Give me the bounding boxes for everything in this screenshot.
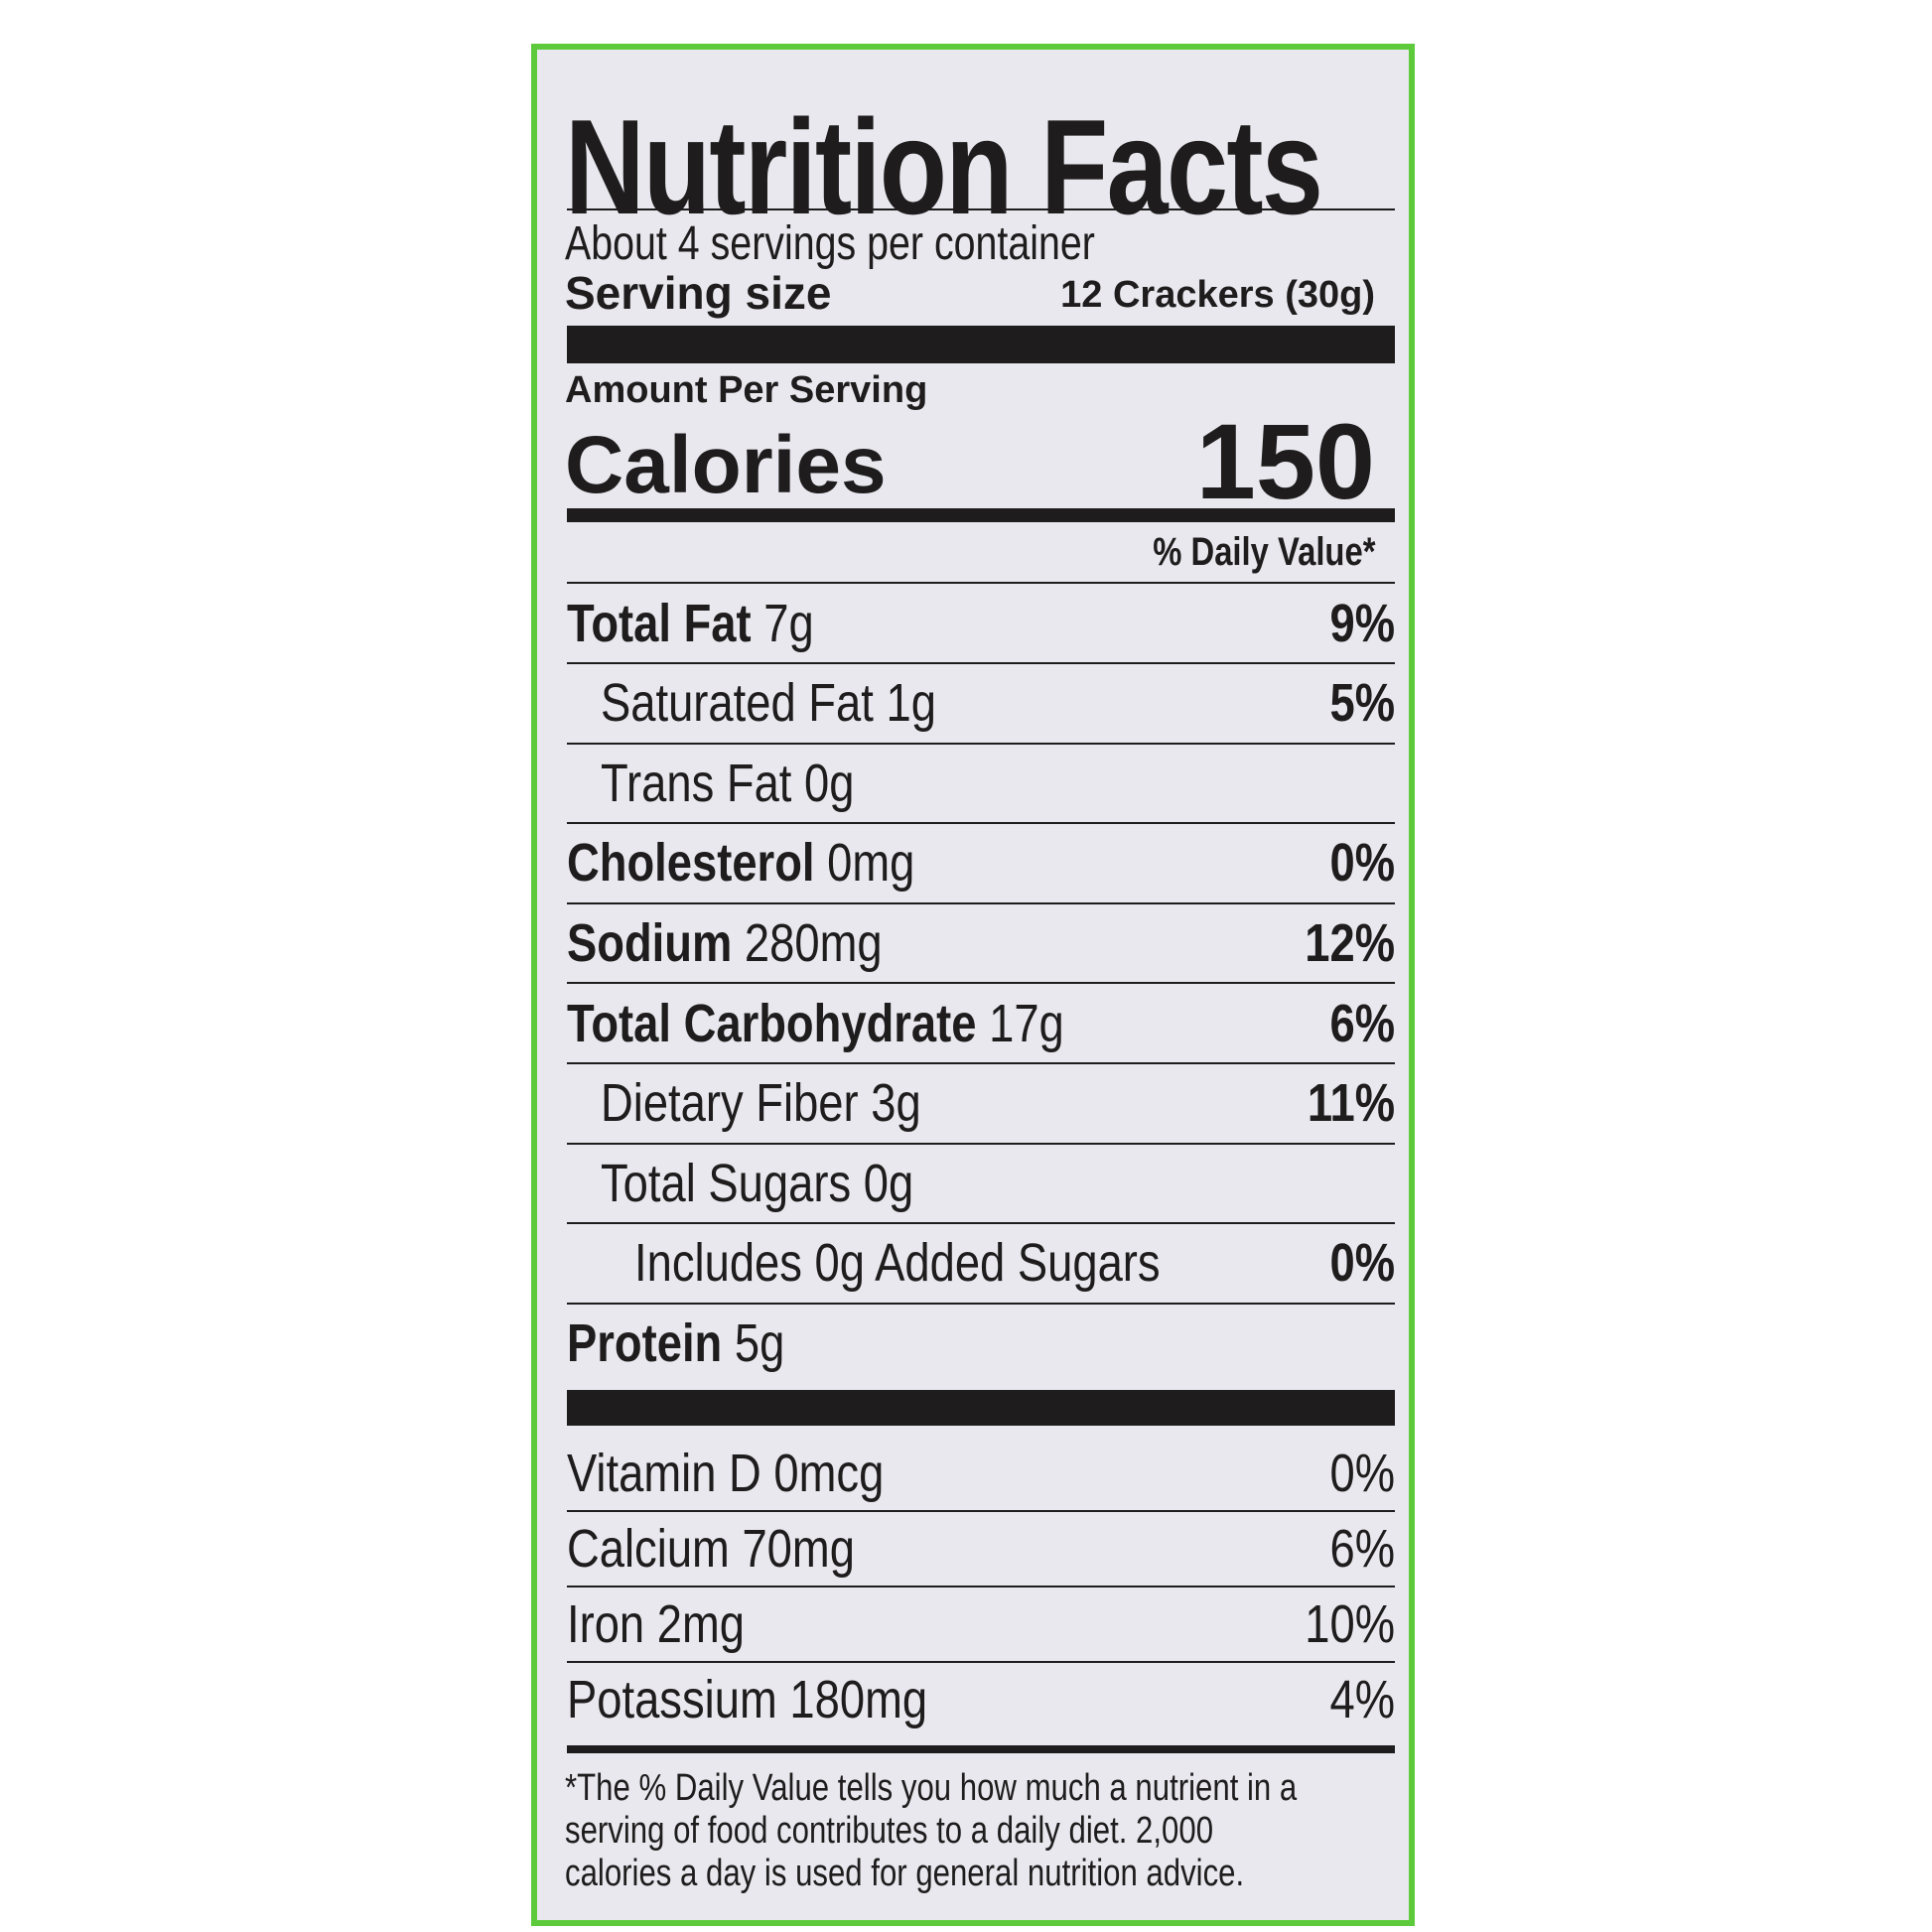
amount-per-serving: Amount Per Serving bbox=[565, 369, 928, 411]
nutrient-row: Total Sugars 0g bbox=[567, 1144, 1395, 1222]
nutrient-amount: 1g bbox=[886, 673, 936, 734]
nutrient-name: Potassium bbox=[567, 1669, 777, 1729]
nutrient-text: Total Carbohydrate 17g bbox=[567, 993, 1064, 1054]
nutrient-row: Trans Fat 0g bbox=[567, 744, 1395, 822]
nutrient-text: Vitamin D 0mcg bbox=[567, 1443, 884, 1504]
nutrient-row: Total Fat 7g 9% bbox=[567, 584, 1395, 662]
calories-value: 150 bbox=[1195, 401, 1375, 521]
servings: About 4 servings per container bbox=[565, 217, 1095, 270]
nutrient-text: Total Fat 7g bbox=[567, 593, 814, 654]
nutrient-row: Protein 5g bbox=[567, 1304, 1395, 1382]
nutrition-label: Nutrition Facts About 4 servings per con… bbox=[531, 44, 1415, 1926]
nutrient-name: Dietary Fiber bbox=[601, 1073, 859, 1134]
nutrient-amount: 17g bbox=[989, 993, 1064, 1053]
daily-value: 6% bbox=[1329, 1518, 1395, 1579]
nutrient-text: Potassium 180mg bbox=[567, 1669, 927, 1730]
nutrient-name: Trans Fat bbox=[601, 753, 792, 813]
nutrient-row: Calcium 70mg 6% bbox=[567, 1511, 1395, 1586]
nutrient-text: Includes 0g Added Sugars bbox=[634, 1232, 1161, 1294]
nutrient-text: Saturated Fat 1g bbox=[601, 672, 936, 734]
nutrient-amount: 0g bbox=[804, 753, 855, 813]
nutrient-amount: 2mg bbox=[656, 1593, 746, 1654]
rule bbox=[567, 1302, 1395, 1305]
nutrient-row: Cholesterol 0mg 0% bbox=[567, 824, 1395, 902]
nutrient-text: Cholesterol 0mg bbox=[567, 832, 914, 894]
nutrient-text: Sodium 280mg bbox=[567, 912, 883, 974]
daily-value: 9% bbox=[1329, 593, 1395, 653]
nutrient-row: Sodium 280mg 12% bbox=[567, 903, 1395, 982]
rule bbox=[567, 1510, 1395, 1512]
nutrient-name: Iron bbox=[567, 1593, 645, 1654]
footnote: *The % Daily Value tells you how much a … bbox=[565, 1767, 1298, 1894]
nutrient-amount: 70mg bbox=[742, 1518, 855, 1579]
nutrient-amount: 0mcg bbox=[773, 1443, 885, 1503]
rule bbox=[567, 1222, 1395, 1225]
daily-value: 12% bbox=[1305, 912, 1395, 973]
nutrient-row: Iron 2mg 10% bbox=[567, 1587, 1395, 1661]
nutrient-amount: 0mg bbox=[827, 833, 915, 894]
nutrient-name: Total Carbohydrate bbox=[567, 993, 977, 1053]
nutrient-name: Protein bbox=[567, 1312, 723, 1373]
rule bbox=[567, 508, 1395, 522]
nutrient-text: Protein 5g bbox=[567, 1312, 784, 1374]
rule bbox=[567, 1661, 1395, 1663]
nutrient-name: Cholesterol bbox=[567, 833, 815, 894]
nutrient-row: Dietary Fiber 3g 11% bbox=[567, 1064, 1395, 1143]
nutrient-name: Vitamin D bbox=[567, 1443, 761, 1503]
nutrient-text: Calcium 70mg bbox=[567, 1518, 855, 1580]
rule bbox=[567, 1745, 1395, 1753]
nutrient-row: Vitamin D 0mcg 0% bbox=[567, 1436, 1395, 1510]
daily-value: 10% bbox=[1305, 1593, 1395, 1654]
rule bbox=[567, 1586, 1395, 1587]
daily-value-header: % Daily Value* bbox=[1152, 530, 1375, 574]
nutrient-text: Iron 2mg bbox=[567, 1593, 745, 1655]
daily-value: 0% bbox=[1329, 833, 1395, 894]
nutrient-amount: 0g bbox=[863, 1153, 914, 1213]
nutrient-text: Total Sugars 0g bbox=[601, 1153, 913, 1214]
daily-value: 6% bbox=[1329, 993, 1395, 1053]
daily-value: 4% bbox=[1329, 1669, 1395, 1729]
nutrient-row: Saturated Fat 1g 5% bbox=[567, 664, 1395, 743]
thick-rule bbox=[567, 1390, 1395, 1426]
nutrient-name: Calcium bbox=[567, 1518, 730, 1579]
thick-rule bbox=[567, 326, 1395, 363]
nutrient-text: Trans Fat 0g bbox=[601, 753, 854, 814]
nutrient-name: Sodium bbox=[567, 912, 733, 973]
nutrient-amount: 7g bbox=[763, 593, 814, 653]
daily-value: 11% bbox=[1307, 1073, 1395, 1134]
rule bbox=[567, 742, 1395, 745]
rule bbox=[567, 662, 1395, 664]
rule bbox=[567, 1142, 1395, 1145]
rule bbox=[567, 1062, 1395, 1064]
nutrient-amount: 5g bbox=[734, 1312, 785, 1373]
nutrient-amount: 180mg bbox=[789, 1669, 928, 1729]
nutrient-row: Includes 0g Added Sugars 0% bbox=[567, 1224, 1395, 1303]
rule bbox=[567, 901, 1395, 904]
nutrient-amount: 3g bbox=[871, 1073, 921, 1134]
title: Nutrition Facts bbox=[565, 91, 1323, 242]
nutrient-text: Dietary Fiber 3g bbox=[601, 1072, 921, 1134]
nutrient-name: Total Fat bbox=[567, 593, 752, 653]
rule bbox=[567, 208, 1395, 210]
rule bbox=[567, 982, 1395, 985]
nutrient-name: Saturated Fat bbox=[601, 673, 874, 734]
nutrient-name: Total Sugars bbox=[601, 1153, 852, 1213]
nutrient-amount: 280mg bbox=[744, 912, 883, 973]
daily-value: 0% bbox=[1329, 1233, 1395, 1294]
serving-size-value: 12 Crackers (30g) bbox=[1060, 274, 1375, 316]
serving-size-label: Serving size bbox=[565, 267, 832, 319]
nutrient-name: Includes 0g Added Sugars bbox=[634, 1233, 1161, 1294]
calories-label: Calories bbox=[565, 420, 887, 510]
rule bbox=[567, 582, 1395, 584]
nutrient-row: Total Carbohydrate 17g 6% bbox=[567, 984, 1395, 1062]
nutrient-row: Potassium 180mg 4% bbox=[567, 1662, 1395, 1736]
daily-value: 0% bbox=[1329, 1443, 1395, 1503]
daily-value: 5% bbox=[1329, 673, 1395, 734]
rule bbox=[567, 822, 1395, 825]
